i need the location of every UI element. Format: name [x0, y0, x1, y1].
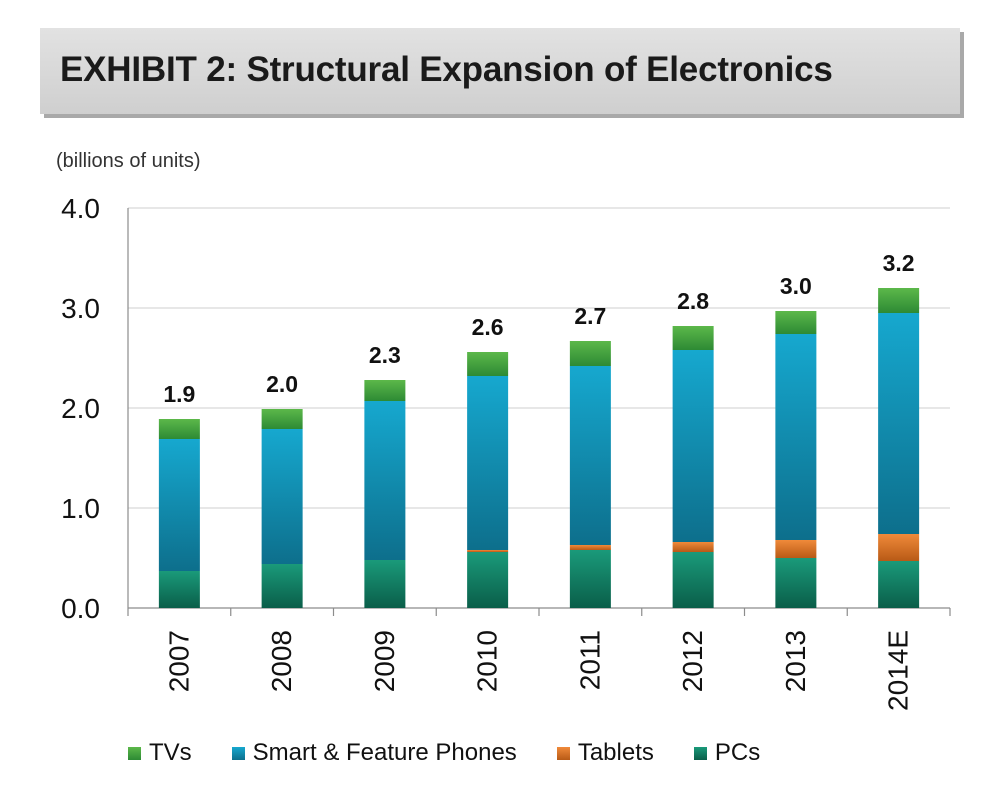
bar-pcs-2008: [261, 564, 303, 608]
bar-tvs-2010: [467, 352, 509, 376]
bar-pcs-2011: [569, 550, 611, 608]
bar-tablets-2012: [672, 542, 714, 552]
x-tick-label: 2009: [369, 630, 400, 692]
bar-tvs-2013: [775, 311, 817, 334]
x-tick-label: 2013: [780, 630, 811, 692]
bar-tvs-2007: [158, 419, 200, 439]
y-tick-label: 4.0: [61, 193, 100, 224]
bar-tvs-2008: [261, 409, 303, 429]
x-tick-label: 2010: [472, 630, 503, 692]
legend-swatch-tvs: [128, 746, 141, 760]
bar-smart-feature-phones-2011: [569, 366, 611, 545]
chart-title: EXHIBIT 2: Structural Expansion of Elect…: [60, 50, 833, 89]
bar-tablets-2014E: [878, 534, 920, 561]
bar-pcs-2009: [364, 560, 406, 608]
bar-tvs-2012: [672, 326, 714, 350]
legend-item-phones: Smart & Feature Phones: [231, 739, 517, 767]
total-label: 2.3: [369, 342, 401, 368]
y-tick-label: 0.0: [61, 593, 100, 624]
y-tick-label: 3.0: [61, 293, 100, 324]
bar-tvs-2014E: [878, 288, 920, 313]
bar-smart-feature-phones-2007: [158, 439, 200, 571]
legend-label-phones: Smart & Feature Phones: [252, 739, 517, 766]
units-label: (billions of units): [56, 150, 201, 172]
bar-pcs-2007: [158, 571, 200, 608]
legend-swatch-pcs: [693, 746, 707, 760]
bar-tvs-2009: [364, 380, 406, 401]
legend-label-tvs: TVs: [149, 739, 192, 766]
bar-smart-feature-phones-2008: [261, 429, 303, 564]
bar-smart-feature-phones-2013: [775, 334, 817, 540]
x-tick-label: 2012: [677, 630, 708, 692]
bar-pcs-2013: [775, 558, 817, 608]
bar-smart-feature-phones-2009: [364, 401, 406, 560]
x-tick-label: 2007: [163, 630, 194, 692]
bar-pcs-2010: [467, 552, 509, 608]
bar-tvs-2011: [569, 341, 611, 366]
legend-item-tvs: TVs: [128, 739, 192, 767]
legend-item-tablets: Tablets: [556, 739, 654, 767]
total-label: 2.7: [574, 303, 606, 329]
legend-label-pcs: PCs: [714, 739, 761, 766]
bar-smart-feature-phones-2012: [672, 350, 714, 542]
total-label: 3.0: [780, 273, 812, 299]
bar-smart-feature-phones-2014E: [878, 313, 920, 534]
legend-swatch-phones: [231, 746, 245, 760]
total-label: 2.8: [677, 288, 709, 314]
x-tick-label: 2014E: [883, 630, 914, 711]
bar-smart-feature-phones-2010: [467, 376, 509, 550]
y-tick-label: 1.0: [61, 493, 100, 524]
x-tick-label: 2011: [574, 630, 605, 690]
legend: TVs Smart & Feature Phones Tablets PCs: [128, 738, 800, 768]
total-label: 3.2: [883, 250, 915, 276]
bar-pcs-2014E: [878, 561, 920, 608]
bar-tablets-2010: [467, 550, 509, 552]
title-banner: EXHIBIT 2: Structural Expansion of Elect…: [40, 28, 960, 114]
bar-pcs-2012: [672, 552, 714, 608]
legend-item-pcs: PCs: [693, 739, 761, 767]
x-tick-label: 2008: [266, 630, 297, 692]
y-tick-label: 2.0: [61, 393, 100, 424]
legend-swatch-tablets: [556, 746, 570, 760]
total-label: 2.6: [472, 314, 504, 340]
total-label: 1.9: [163, 381, 195, 407]
bar-tablets-2011: [569, 545, 611, 550]
legend-label-tablets: Tablets: [577, 739, 654, 766]
total-label: 2.0: [266, 371, 298, 397]
bar-tablets-2013: [775, 540, 817, 558]
